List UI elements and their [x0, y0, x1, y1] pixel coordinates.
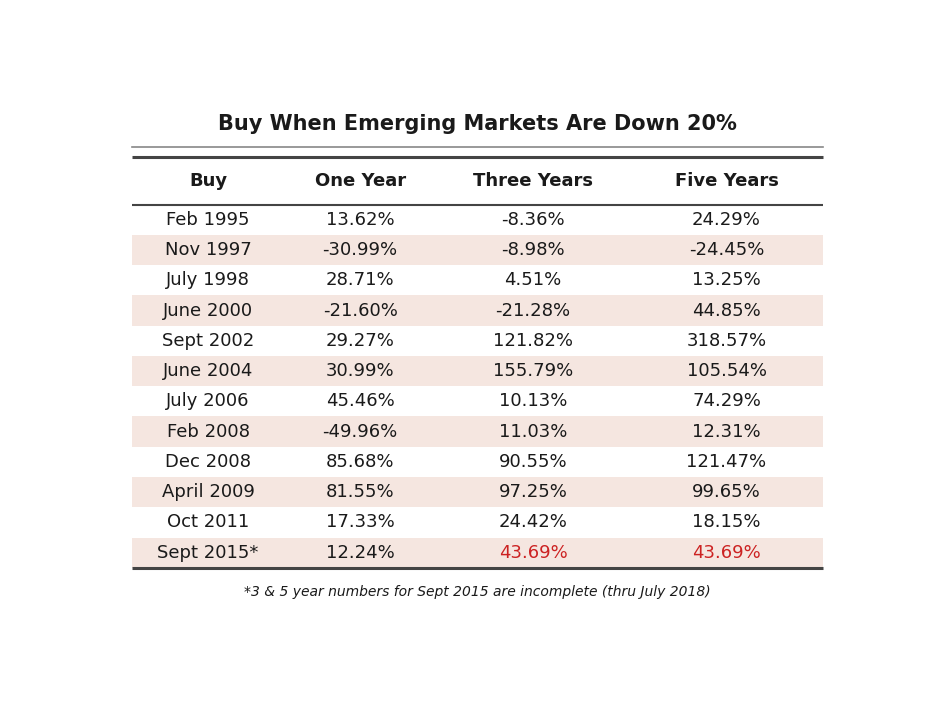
- Text: 44.85%: 44.85%: [692, 302, 761, 319]
- Text: July 2006: July 2006: [166, 392, 250, 411]
- Bar: [132, 326, 823, 356]
- Text: -21.60%: -21.60%: [322, 302, 398, 319]
- Text: 318.57%: 318.57%: [687, 332, 767, 350]
- Text: Oct 2011: Oct 2011: [167, 513, 249, 531]
- Text: 29.27%: 29.27%: [325, 332, 394, 350]
- Text: July 1998: July 1998: [166, 271, 250, 289]
- Text: 155.79%: 155.79%: [493, 362, 573, 380]
- Text: 10.13%: 10.13%: [499, 392, 568, 411]
- Text: 45.46%: 45.46%: [326, 392, 394, 411]
- Bar: [132, 204, 823, 235]
- Text: Buy: Buy: [189, 172, 227, 190]
- Text: Dec 2008: Dec 2008: [165, 453, 251, 471]
- Text: 4.51%: 4.51%: [504, 271, 562, 289]
- Text: 30.99%: 30.99%: [326, 362, 394, 380]
- Text: 13.25%: 13.25%: [692, 271, 761, 289]
- Text: 24.42%: 24.42%: [499, 513, 568, 531]
- Text: -49.96%: -49.96%: [322, 423, 398, 441]
- Text: 97.25%: 97.25%: [499, 483, 568, 501]
- Bar: [132, 265, 823, 296]
- Text: Feb 2008: Feb 2008: [167, 423, 250, 441]
- Text: 85.68%: 85.68%: [326, 453, 394, 471]
- Text: 99.65%: 99.65%: [692, 483, 761, 501]
- Text: One Year: One Year: [315, 172, 405, 190]
- Bar: [132, 538, 823, 568]
- Text: 13.62%: 13.62%: [326, 211, 394, 229]
- Text: 24.29%: 24.29%: [692, 211, 761, 229]
- Text: June 2000: June 2000: [163, 302, 254, 319]
- Text: 11.03%: 11.03%: [499, 423, 568, 441]
- Text: Sept 2015*: Sept 2015*: [158, 543, 259, 562]
- Text: 121.47%: 121.47%: [687, 453, 767, 471]
- Text: 105.54%: 105.54%: [687, 362, 766, 380]
- Text: -30.99%: -30.99%: [322, 241, 398, 259]
- Text: *3 & 5 year numbers for Sept 2015 are incomplete (thru July 2018): *3 & 5 year numbers for Sept 2015 are in…: [244, 585, 711, 600]
- Text: -21.28%: -21.28%: [496, 302, 570, 319]
- Text: Five Years: Five Years: [675, 172, 778, 190]
- Bar: [132, 477, 823, 508]
- Text: 74.29%: 74.29%: [692, 392, 761, 411]
- Text: 90.55%: 90.55%: [499, 453, 568, 471]
- Text: 17.33%: 17.33%: [326, 513, 394, 531]
- Text: 121.82%: 121.82%: [493, 332, 573, 350]
- Text: 43.69%: 43.69%: [692, 543, 761, 562]
- Text: April 2009: April 2009: [161, 483, 254, 501]
- Text: 12.24%: 12.24%: [326, 543, 394, 562]
- Text: 81.55%: 81.55%: [326, 483, 394, 501]
- Text: 28.71%: 28.71%: [326, 271, 394, 289]
- Text: -8.36%: -8.36%: [501, 211, 565, 229]
- Text: Sept 2002: Sept 2002: [162, 332, 254, 350]
- Text: -24.45%: -24.45%: [689, 241, 764, 259]
- Text: Three Years: Three Years: [473, 172, 593, 190]
- Text: 43.69%: 43.69%: [499, 543, 568, 562]
- Text: June 2004: June 2004: [163, 362, 254, 380]
- Bar: [132, 508, 823, 538]
- Bar: [132, 356, 823, 386]
- Text: Buy When Emerging Markets Are Down 20%: Buy When Emerging Markets Are Down 20%: [218, 114, 737, 134]
- Text: -8.98%: -8.98%: [501, 241, 565, 259]
- Text: 18.15%: 18.15%: [692, 513, 761, 531]
- Text: Nov 1997: Nov 1997: [165, 241, 252, 259]
- Bar: [132, 386, 823, 416]
- Bar: [132, 235, 823, 265]
- Bar: [132, 416, 823, 446]
- Text: 12.31%: 12.31%: [692, 423, 761, 441]
- Bar: [132, 446, 823, 477]
- Text: Feb 1995: Feb 1995: [166, 211, 250, 229]
- Bar: [132, 296, 823, 326]
